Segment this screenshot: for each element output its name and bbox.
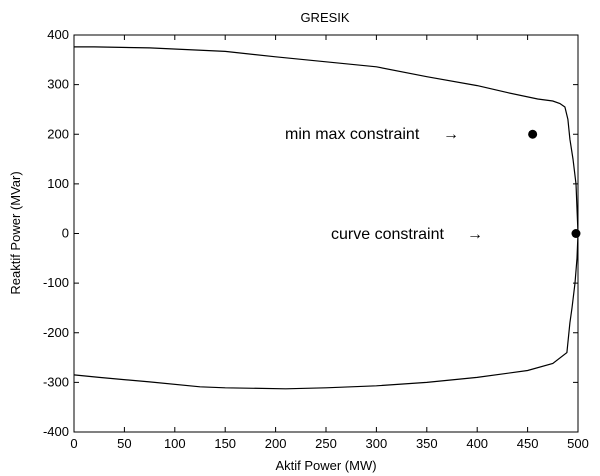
annotation-minmax: min max constraint → <box>285 126 459 143</box>
y-axis-ticks: -400 -300 -200 -100 0 100 200 300 400 <box>43 27 578 439</box>
x-tick-label: 50 <box>117 436 131 451</box>
y-tick-label: -100 <box>43 275 69 290</box>
y-tick-label: 0 <box>62 226 69 241</box>
x-tick-label: 500 <box>567 436 589 451</box>
x-tick-label: 0 <box>70 436 77 451</box>
x-axis-label: Aktif Power (MW) <box>275 458 376 473</box>
chart-title: GRESIK <box>300 10 349 25</box>
y-tick-label: 400 <box>47 27 69 42</box>
annotation-curve: curve constraint → <box>331 226 483 243</box>
annotation-minmax-text: min max constraint <box>285 126 420 143</box>
x-tick-label: 350 <box>416 436 438 451</box>
x-tick-label: 400 <box>466 436 488 451</box>
y-tick-label: 300 <box>47 77 69 92</box>
y-axis-label: Reaktif Power (MVar) <box>8 171 23 294</box>
y-tick-label: -200 <box>43 325 69 340</box>
x-axis-ticks: 0 50 100 150 200 250 300 350 400 450 500 <box>70 35 589 451</box>
capability-curve <box>73 46 579 390</box>
x-tick-label: 150 <box>214 436 236 451</box>
annotation-curve-arrow: → <box>467 226 483 243</box>
x-tick-label: 200 <box>265 436 287 451</box>
y-tick-label: -400 <box>43 424 69 439</box>
x-tick-label: 250 <box>315 436 337 451</box>
x-tick-label: 300 <box>366 436 388 451</box>
y-tick-label: 100 <box>47 176 69 191</box>
annotation-minmax-arrow: → <box>443 126 459 143</box>
annotation-curve-text: curve constraint <box>331 226 444 243</box>
y-tick-label: -300 <box>43 374 69 389</box>
y-tick-label: 200 <box>47 126 69 141</box>
constraint-point <box>571 229 581 238</box>
constraint-point <box>528 129 538 139</box>
constraint-points <box>528 129 581 238</box>
plot-frame <box>73 34 579 433</box>
x-tick-label: 450 <box>517 436 539 451</box>
x-tick-label: 100 <box>164 436 186 451</box>
